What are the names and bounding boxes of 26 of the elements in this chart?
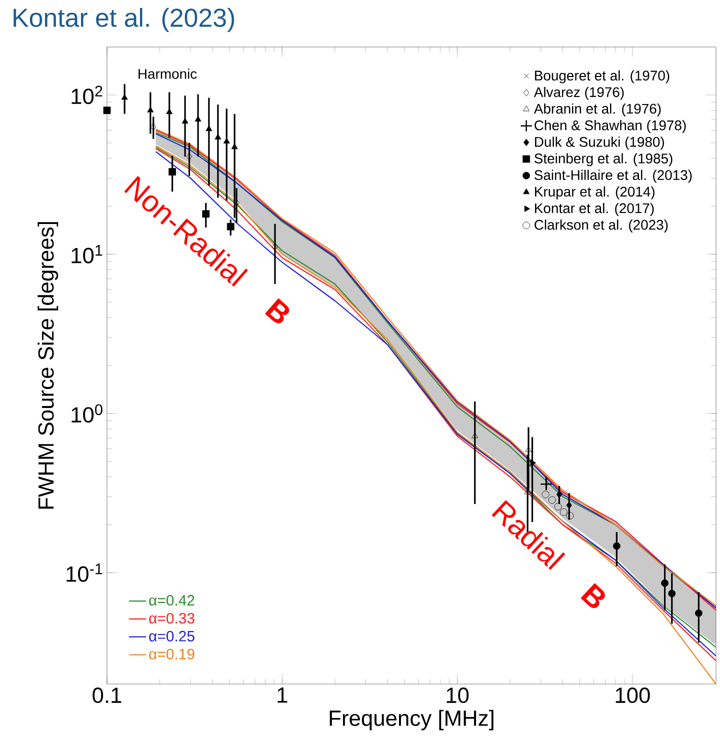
y-axis-title: FWHM Source Size [degrees] <box>38 222 58 509</box>
annotation: Harmonic <box>138 68 197 79</box>
legend-label: Saint-Hillaire et al. (2013) <box>534 170 692 183</box>
x-axis-title: Frequency [MHz] <box>330 710 494 730</box>
chart-title: Kontar et al. (2023) <box>14 8 234 32</box>
legend-label: Dulk & Suzuki (1980) <box>535 136 664 150</box>
legend-label: Steinberg et al. (1985) <box>534 153 672 166</box>
x-tick-label: 1 <box>278 688 288 703</box>
legend-label: Chen & Shawhan (1978) <box>534 120 686 134</box>
y-tick-label: 10$^{-1}$ <box>66 564 102 582</box>
x-tick-label: 0.1 <box>92 688 122 704</box>
legend-label: Kontar et al. (2017) <box>535 202 654 216</box>
legend-label: α=0.33 <box>149 612 194 624</box>
legend-label: α=0.42 <box>149 595 194 606</box>
y-tick-label: 10$^{1}$ <box>72 245 102 264</box>
legend-label: Alvarez (1976) <box>534 86 624 100</box>
legend-label: Krupar et al. (2014) <box>535 186 654 200</box>
x-tick-label: 10 <box>446 688 469 704</box>
legend-label: Clarkson et al. (2023) <box>534 220 668 233</box>
x-tick-label: 100 <box>616 688 650 704</box>
legend-label: Bougeret et al. (1970) <box>535 70 670 84</box>
y-tick-label: 10$^{0}$ <box>72 404 102 423</box>
legend-label: α=0.19 <box>149 648 194 660</box>
y-tick-label: 10$^{2}$ <box>72 86 102 104</box>
legend-label: Abranin et al. (1976) <box>534 103 661 116</box>
legend-label: α=0.25 <box>149 630 194 642</box>
